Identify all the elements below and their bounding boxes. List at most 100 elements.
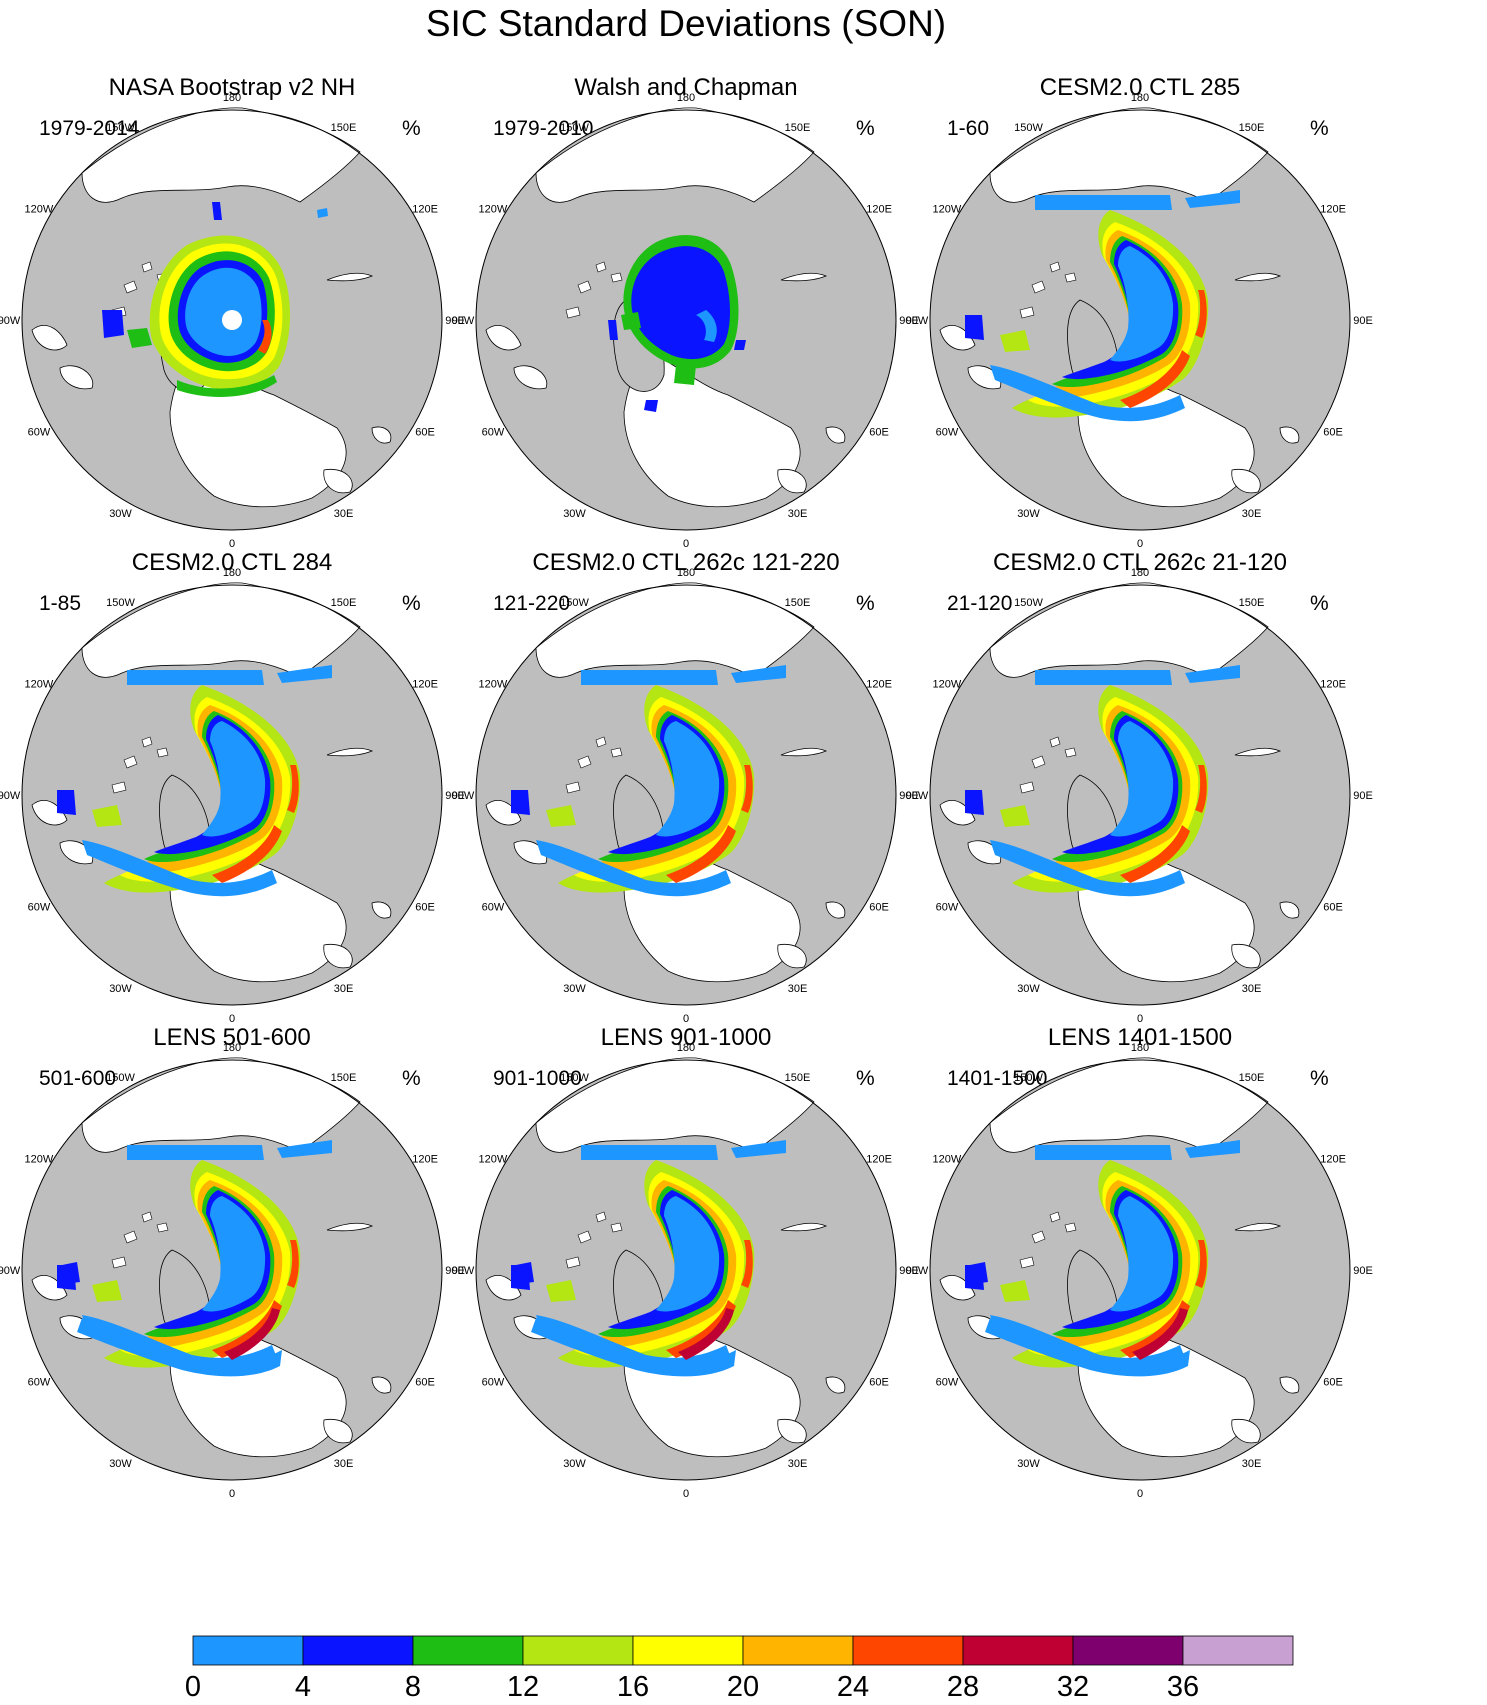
longitude-label: 0 xyxy=(683,1013,689,1025)
longitude-label: 30E xyxy=(1242,983,1262,995)
longitude-label: 180 xyxy=(223,567,241,579)
longitude-label: 0 xyxy=(229,1013,235,1025)
panel-units: % xyxy=(856,117,875,140)
map-panel: NASA Bootstrap v2 NH 1979-2014 % 180 150E 120… xyxy=(0,74,465,550)
longitude-label: 60E xyxy=(415,902,435,914)
panel-units: % xyxy=(1310,117,1329,140)
longitude-label: 90W xyxy=(0,790,21,802)
longitude-label: 150W xyxy=(106,122,135,134)
longitude-label: 30W xyxy=(109,1458,132,1470)
colorbar-swatch xyxy=(962,1635,1074,1666)
longitude-label: 90W xyxy=(0,315,21,327)
polar-map xyxy=(929,107,1351,531)
longitude-label: 60E xyxy=(869,1377,889,1389)
polar-map xyxy=(475,107,897,531)
panel-units: % xyxy=(1310,592,1329,615)
longitude-label: 0 xyxy=(1137,1013,1143,1025)
longitude-label: 60W xyxy=(482,902,505,914)
panel-title: CESM2.0 CTL 284 xyxy=(132,549,333,576)
panel-title: LENS 901-1000 xyxy=(601,1024,772,1051)
colorbar-swatch xyxy=(522,1635,634,1666)
panel-period: 1-60 xyxy=(947,117,989,140)
colorbar-swatch xyxy=(302,1635,414,1666)
colorbar-swatch xyxy=(632,1635,744,1666)
longitude-label: 60W xyxy=(936,1377,959,1389)
longitude-label: 90W xyxy=(906,1265,929,1277)
longitude-label: 150W xyxy=(560,122,589,134)
longitude-label: 30W xyxy=(1017,983,1040,995)
panel-title: CESM2.0 CTL 262c 121-220 xyxy=(532,549,839,576)
longitude-label: 120E xyxy=(412,679,438,691)
longitude-label: 30W xyxy=(563,1458,586,1470)
longitude-label: 150E xyxy=(331,122,357,134)
map-panel: LENS 501-600 501-600 % 180 150E 120E 90E 60E 30E… xyxy=(0,1024,465,1500)
longitude-label: 90E xyxy=(1353,790,1373,802)
colorbar-label: 36 xyxy=(1167,1671,1199,1703)
longitude-label: 60E xyxy=(869,427,889,439)
polar-map xyxy=(929,582,1351,1006)
longitude-label: 0 xyxy=(229,1488,235,1500)
longitude-label: 150W xyxy=(1014,1072,1043,1084)
colorbar-label: 4 xyxy=(295,1671,311,1703)
panels: NASA Bootstrap v2 NH 1979-2014 % 180 150E 120… xyxy=(0,74,1373,1500)
panel-units: % xyxy=(1310,1067,1329,1090)
longitude-label: 120W xyxy=(25,204,54,216)
panel-period: 1979-2010 xyxy=(493,117,593,140)
polar-map xyxy=(21,582,443,1006)
longitude-label: 60E xyxy=(1323,427,1343,439)
colorbar-swatch xyxy=(742,1635,854,1666)
polar-map xyxy=(929,1057,1351,1481)
longitude-label: 120W xyxy=(933,1154,962,1166)
panel-period: 121-220 xyxy=(493,592,570,615)
longitude-label: 90E xyxy=(899,1265,919,1277)
panel-units: % xyxy=(402,592,421,615)
longitude-label: 150W xyxy=(106,1072,135,1084)
longitude-label: 120E xyxy=(866,204,892,216)
longitude-label: 90E xyxy=(1353,315,1373,327)
colorbar-swatch xyxy=(852,1635,964,1666)
polar-map xyxy=(475,1057,897,1481)
colorbar-swatch xyxy=(412,1635,524,1666)
longitude-label: 150E xyxy=(331,1072,357,1084)
panel-period: 501-600 xyxy=(39,1067,116,1090)
panel-units: % xyxy=(856,592,875,615)
longitude-label: 90W xyxy=(906,790,929,802)
longitude-label: 30E xyxy=(334,508,354,520)
longitude-label: 30E xyxy=(1242,508,1262,520)
longitude-label: 120E xyxy=(1320,1154,1346,1166)
longitude-label: 150W xyxy=(1014,122,1043,134)
longitude-label: 30W xyxy=(1017,1458,1040,1470)
longitude-label: 30W xyxy=(563,508,586,520)
longitude-label: 150W xyxy=(1014,597,1043,609)
longitude-label: 180 xyxy=(1131,1042,1149,1054)
longitude-label: 180 xyxy=(677,92,695,104)
colorbar-label: 8 xyxy=(405,1671,421,1703)
longitude-label: 0 xyxy=(1137,1488,1143,1500)
longitude-label: 90E xyxy=(899,790,919,802)
longitude-label: 30E xyxy=(788,508,808,520)
longitude-label: 150W xyxy=(560,597,589,609)
longitude-label: 90W xyxy=(906,315,929,327)
longitude-label: 150E xyxy=(785,1072,811,1084)
colorbar-label: 28 xyxy=(947,1671,979,1703)
longitude-label: 0 xyxy=(229,538,235,550)
panel-period: 1-85 xyxy=(39,592,81,615)
colorbar-swatch xyxy=(192,1635,304,1666)
panel-units: % xyxy=(402,117,421,140)
map-panel: CESM2.0 CTL 285 1-60 % 180 150E 120E 90E 60E 30E… xyxy=(906,74,1373,550)
longitude-label: 150E xyxy=(1239,1072,1265,1084)
main-title: SIC Standard Deviations (SON) xyxy=(426,3,946,44)
longitude-label: 30E xyxy=(334,1458,354,1470)
longitude-label: 120E xyxy=(1320,679,1346,691)
longitude-label: 180 xyxy=(223,92,241,104)
longitude-label: 60E xyxy=(1323,1377,1343,1389)
colorbar: 0 4 8 12 16 20 24 28 32 36 xyxy=(185,1635,1294,1703)
map-panel: Walsh and Chapman 1979-2010 % 180 150E 120E 90… xyxy=(452,74,919,550)
longitude-label: 150E xyxy=(331,597,357,609)
longitude-label: 60E xyxy=(1323,902,1343,914)
longitude-label: 60W xyxy=(28,902,51,914)
longitude-label: 90E xyxy=(1353,1265,1373,1277)
longitude-label: 120E xyxy=(866,1154,892,1166)
longitude-label: 30E xyxy=(1242,1458,1262,1470)
